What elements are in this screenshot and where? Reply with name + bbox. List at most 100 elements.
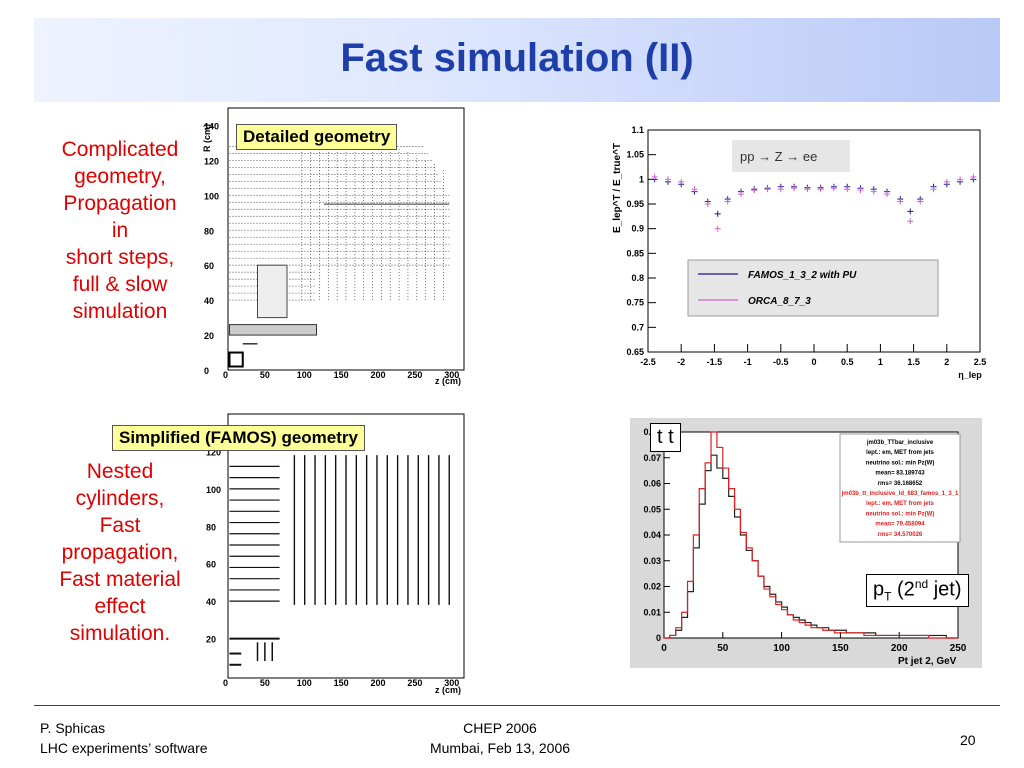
x-tick-label: -1.5 bbox=[707, 357, 723, 367]
r-tick-label: 100 bbox=[204, 191, 219, 201]
stats-line: rms= 34.570026 bbox=[878, 532, 923, 538]
z-tick-label: 200 bbox=[371, 370, 386, 380]
footer-divider bbox=[34, 705, 1000, 706]
y-tick-label: 0.05 bbox=[643, 504, 661, 514]
y-tick-label: 0.03 bbox=[643, 556, 661, 566]
y-tick-label: 1.05 bbox=[626, 150, 644, 160]
z-axis-label: z (cm) bbox=[435, 685, 461, 695]
r-tick-label: 20 bbox=[204, 331, 214, 341]
r-tick-label: 60 bbox=[204, 261, 214, 271]
x-tick-label: -2.5 bbox=[640, 357, 656, 367]
z-tick-label: 150 bbox=[334, 678, 349, 688]
stats-line: mean= 83.189743 bbox=[875, 471, 925, 477]
z-tick-label: 0 bbox=[223, 678, 228, 688]
description-bottom-line: effect bbox=[94, 595, 146, 618]
r-tick-label: 40 bbox=[204, 296, 214, 306]
label-simplified-geometry: Simplified (FAMOS) geometry bbox=[112, 425, 365, 451]
z-tick-label: 200 bbox=[371, 678, 386, 688]
z-tick-label: 50 bbox=[260, 370, 270, 380]
stats-line: jm03b_TTbar_inclusive bbox=[866, 440, 934, 446]
y-tick-label: 0.65 bbox=[626, 347, 644, 357]
x-tick-label: 1 bbox=[878, 357, 883, 367]
y-tick-label: 0.01 bbox=[643, 607, 661, 617]
description-top-line: geometry, bbox=[74, 165, 166, 188]
r-tick-label: 40 bbox=[206, 597, 216, 607]
z-tick-label: 100 bbox=[297, 370, 312, 380]
y-axis-label: E_lep^T / E_true^T bbox=[612, 143, 623, 233]
pt-subscript: T bbox=[884, 589, 892, 604]
r-tick-label: 120 bbox=[204, 156, 219, 166]
description-top-line: simulation bbox=[72, 300, 168, 323]
r-tick-label: 80 bbox=[204, 226, 214, 236]
r-tick-label: 20 bbox=[206, 635, 216, 645]
r-tick-label: 80 bbox=[206, 522, 216, 532]
r-tick-label: 100 bbox=[206, 485, 221, 495]
pt-jet-chart: 00.010.020.030.040.050.060.070.080501001… bbox=[630, 418, 982, 668]
y-tick-label: 0.75 bbox=[626, 298, 644, 308]
x-tick-label: 2.5 bbox=[974, 357, 987, 367]
stats-line: lept.: em, MET from jets bbox=[866, 450, 934, 456]
stats-box bbox=[839, 433, 961, 543]
x-tick-label: 2 bbox=[944, 357, 949, 367]
description-top-line: in bbox=[111, 219, 129, 242]
description-top-line: short steps, bbox=[65, 246, 175, 269]
z-tick-label: 0 bbox=[223, 370, 228, 380]
r-tick-label: 60 bbox=[206, 560, 216, 570]
process-annotation-box bbox=[732, 140, 850, 172]
stats-line: rms= 36.168652 bbox=[878, 481, 923, 487]
description-top-line: Propagation bbox=[63, 192, 177, 215]
description-top: Complicated geometry, Propagation in sho… bbox=[40, 136, 200, 325]
legend-box bbox=[687, 259, 939, 317]
z-tick-label: 250 bbox=[407, 678, 422, 688]
y-tick-label: 0.85 bbox=[626, 248, 644, 258]
x-tick-label: 0 bbox=[811, 357, 816, 367]
y-tick-label: 0.8 bbox=[631, 273, 644, 283]
x-tick-label: 0.5 bbox=[841, 357, 854, 367]
y-tick-label: 0.04 bbox=[643, 530, 661, 540]
y-tick-label: 0.02 bbox=[643, 582, 661, 592]
y-tick-label: 0.07 bbox=[643, 453, 661, 463]
r-tick-label: 0 bbox=[204, 366, 209, 376]
y-tick-label: 0.06 bbox=[643, 479, 661, 489]
z-tick-label: 300 bbox=[444, 370, 459, 380]
footer-talk-title: LHC experiments’ software bbox=[40, 740, 208, 756]
simplified-geometry-image: z (cm) 20 40 60 80 100 120 0 50 100 150 200 250 300 bbox=[200, 412, 470, 698]
x-tick-label: 250 bbox=[950, 643, 967, 654]
footer-author: P. Sphicas LHC experiments’ software bbox=[40, 718, 208, 758]
stats-line: lept.: em, MET from jets bbox=[866, 501, 934, 507]
footer-conference-date: Mumbai, Feb 13, 2006 bbox=[429, 740, 571, 756]
legend-label: ORCA_8_7_3 bbox=[748, 296, 811, 307]
description-top-line: full & slow bbox=[72, 273, 168, 296]
footer-author-name: P. Sphicas bbox=[40, 720, 106, 736]
description-bottom-line: cylinders, bbox=[75, 487, 165, 510]
pt-symbol: p bbox=[873, 578, 885, 601]
description-bottom-line: Nested bbox=[86, 460, 154, 483]
pt-jet-plot: 00.010.020.030.040.050.060.070.080501001… bbox=[643, 427, 967, 667]
x-tick-label: 100 bbox=[773, 643, 790, 654]
y-tick-label: 0.9 bbox=[631, 224, 644, 234]
x-tick-label: -1 bbox=[744, 357, 752, 367]
histogram-series bbox=[664, 431, 958, 639]
footer-conference-name: CHEP 2006 bbox=[463, 720, 537, 736]
x-tick-label: -0.5 bbox=[773, 357, 789, 367]
geometry-block bbox=[257, 264, 288, 319]
r-axis-label: R (cm) bbox=[202, 124, 212, 152]
pt-superscript: nd bbox=[914, 577, 929, 591]
x-tick-label: 150 bbox=[832, 643, 849, 654]
z-tick-label: 100 bbox=[297, 678, 312, 688]
pt-second-jet-label: pT (2nd jet) bbox=[866, 574, 969, 607]
stats-line: jm03b_tt_inclusive_ld_683_famos_1_3_1 bbox=[841, 491, 959, 497]
x-axis-label: η_lep bbox=[958, 370, 982, 380]
y-tick-label: 1.1 bbox=[631, 125, 644, 135]
description-bottom-line: Fast bbox=[99, 514, 141, 537]
description-bottom-line: propagation, bbox=[61, 541, 179, 564]
stats-line: neutrino sol.: min Pz(W) bbox=[866, 511, 935, 517]
detailed-geometry-image: R (cm) z (cm) 0 20 40 60 80 100 120 140 0 50 100 1… bbox=[200, 106, 470, 388]
z-tick-label: 150 bbox=[334, 370, 349, 380]
page-number: 20 bbox=[960, 732, 976, 748]
z-tick-label: 250 bbox=[407, 370, 422, 380]
y-tick-label: 0 bbox=[656, 633, 661, 643]
x-tick-label: 0 bbox=[661, 643, 667, 654]
energy-ratio-chart: 0.65 0.7 0.75 0.8 0.85 0.9 0.95 1 1.05 1.1 -2.5 -2 -… bbox=[610, 118, 994, 388]
z-tick-label: 50 bbox=[260, 678, 270, 688]
